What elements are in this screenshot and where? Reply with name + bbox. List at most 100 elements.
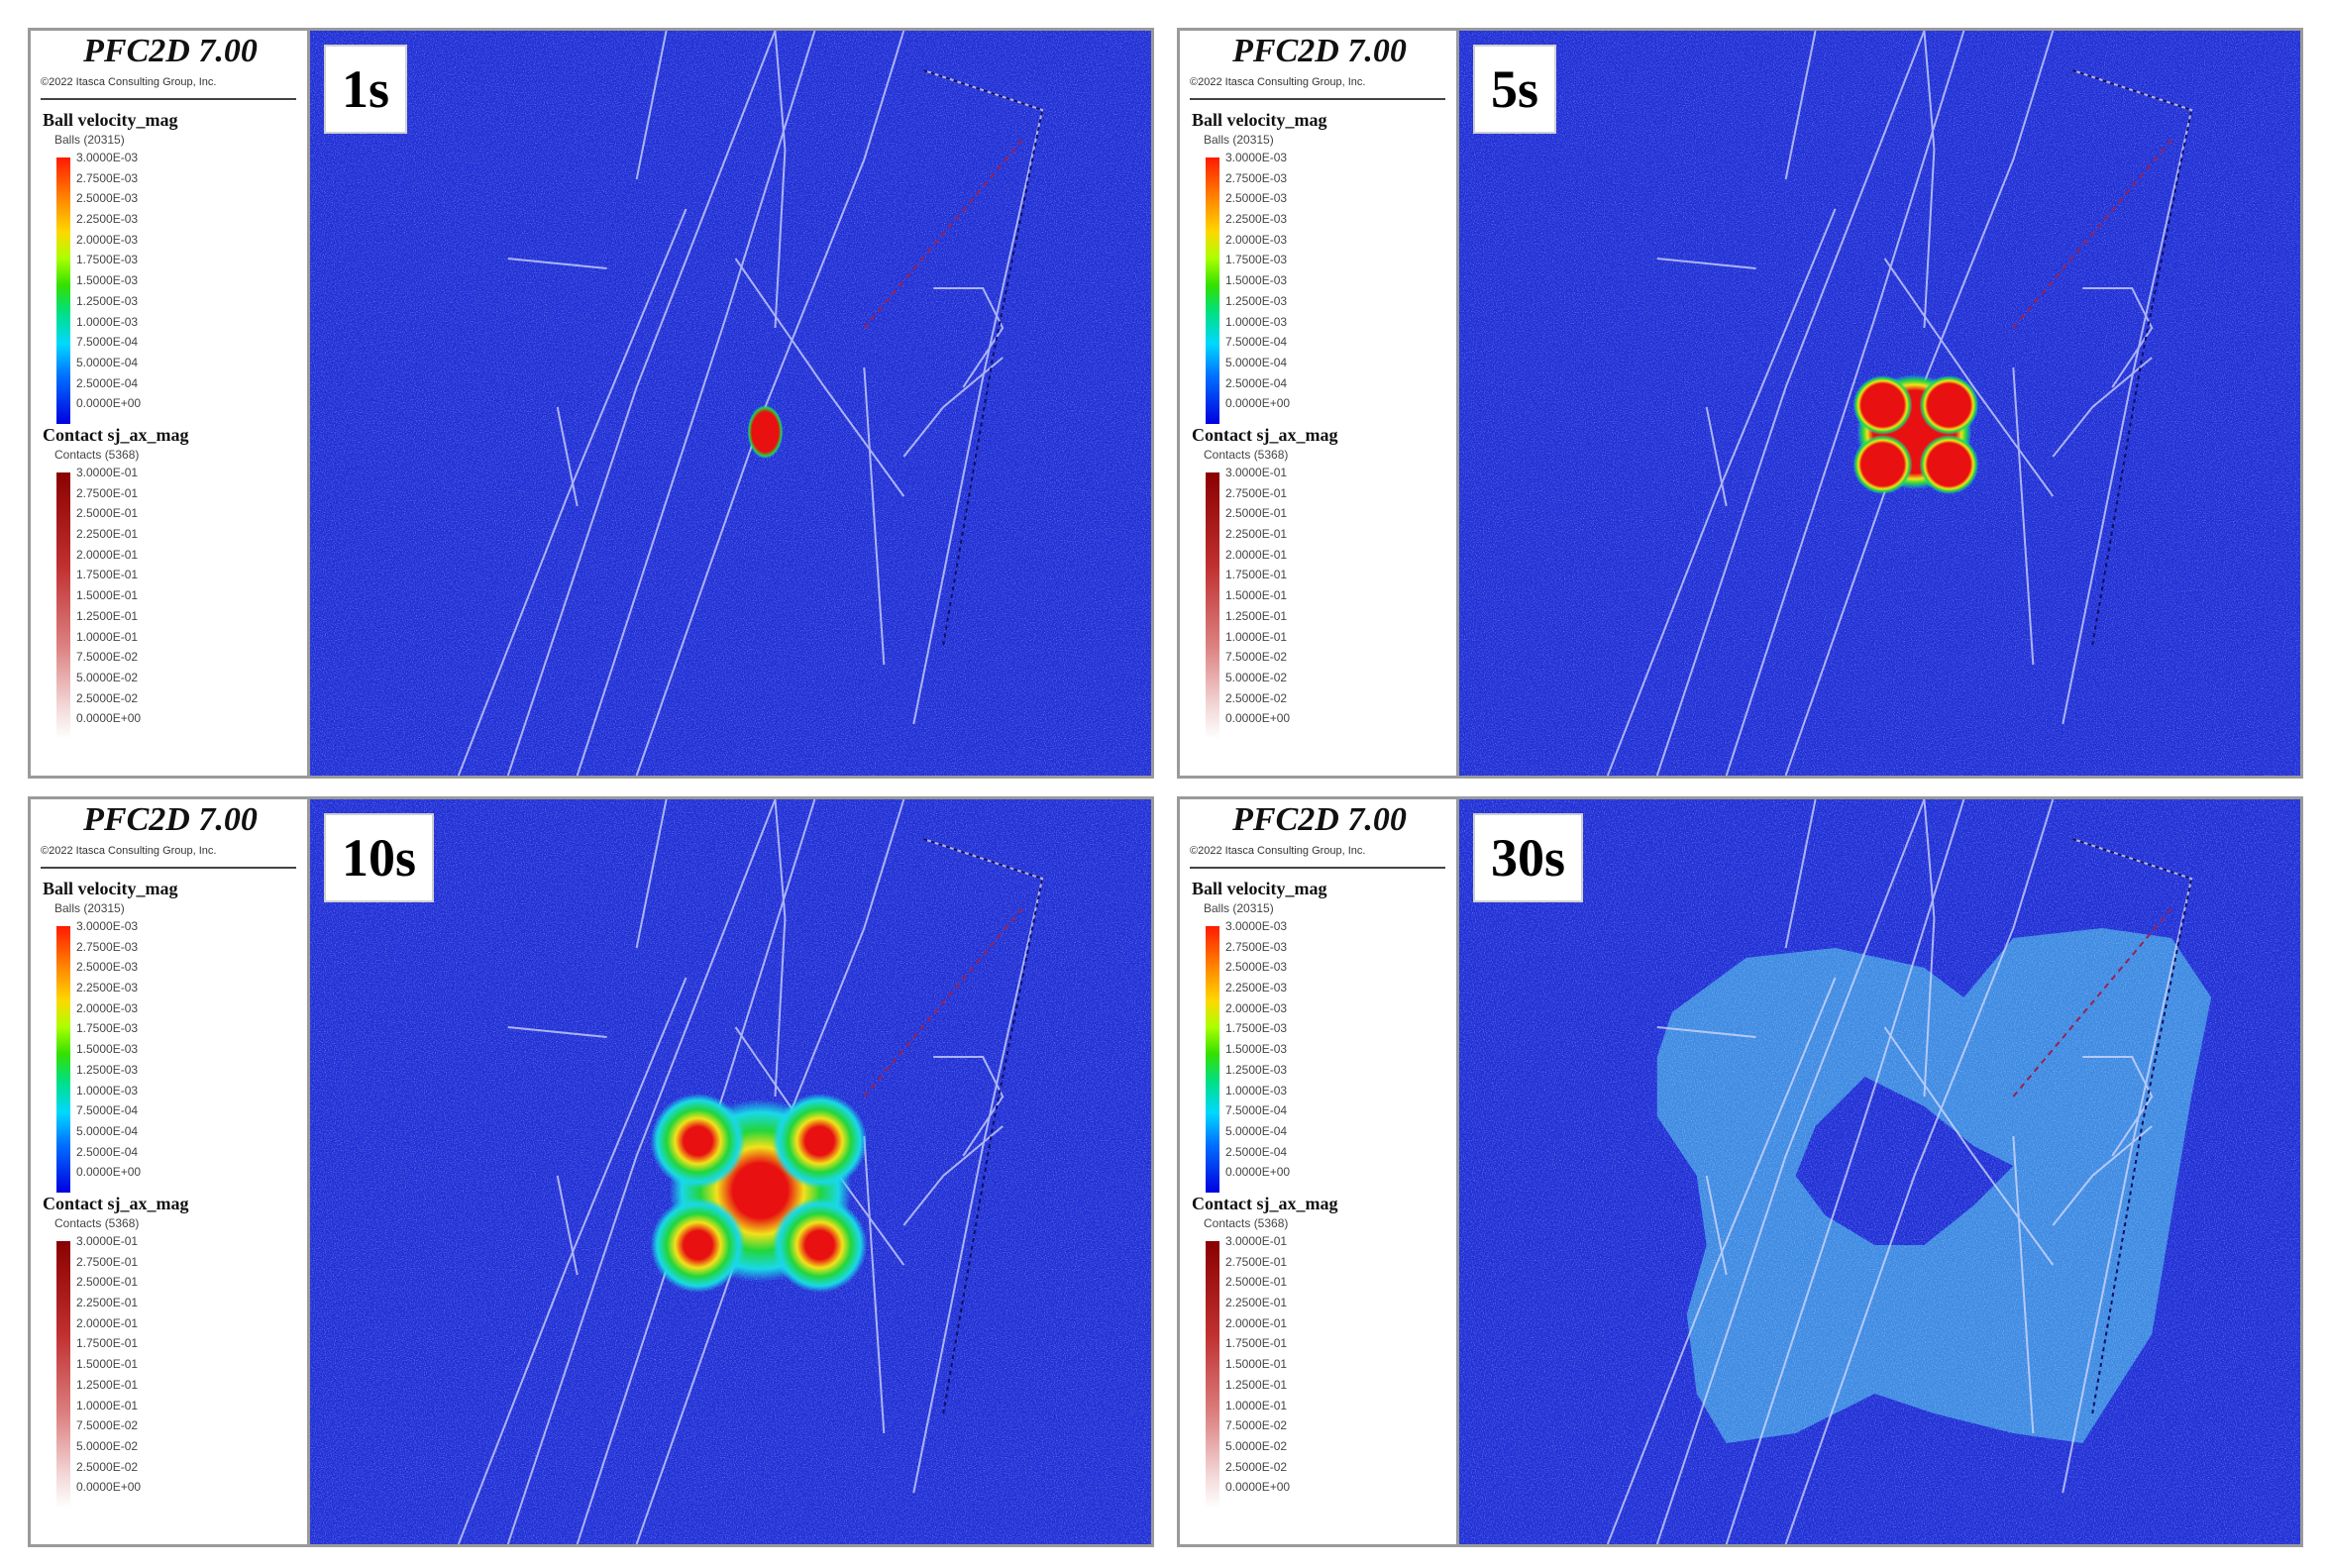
contact-tick: 3.0000E-01 [1225,1234,1288,1248]
contact-tick: 1.2500E-01 [76,608,139,623]
contact-tick: 1.2500E-01 [1225,608,1288,623]
contact-tick: 7.5000E-02 [1225,1418,1288,1433]
contact-tick: 1.7500E-01 [76,568,139,582]
ball-tick: 2.7500E-03 [1225,939,1288,954]
time-label: 10s [324,813,435,902]
ball-tick: 2.5000E-03 [76,191,139,206]
contact-tick: 3.0000E-01 [76,466,139,479]
app-title: PFC2D 7.00 [1232,801,1407,838]
contact-tick: 3.0000E-01 [1225,466,1288,479]
ball-tick: 2.0000E-03 [1225,232,1288,247]
contact-tick: 7.5000E-02 [76,1418,139,1433]
contact-tick: 2.0000E-01 [76,547,139,562]
ball-tick: 2.5000E-04 [76,375,139,390]
contact-tick-list: 3.0000E-01 2.7500E-01 2.5000E-01 2.2500E… [76,1231,141,1498]
dark-joint [922,838,1044,1414]
contact-tick: 1.7500E-01 [1225,568,1288,582]
ball-legend-subtitle: Balls (20315) [1204,901,1274,915]
ball-tick: 1.7500E-03 [76,1021,139,1036]
particle-texture [1459,799,2300,1544]
red-joint [863,907,1023,1098]
time-label: 1s [324,45,408,134]
contact-legend-title: Contact sj_ax_mag [43,425,189,445]
contact-legend-subtitle: Contacts (5368) [54,1216,140,1230]
contact-tick: 2.0000E-01 [1225,547,1288,562]
contact-tick: 2.5000E-02 [1225,1459,1288,1474]
ball-tick: 1.0000E-03 [1225,314,1288,329]
ball-tick: 7.5000E-04 [1225,1103,1288,1118]
ball-legend-subtitle: Balls (20315) [54,901,125,915]
contact-tick: 1.0000E-01 [76,629,139,644]
ball-tick: 7.5000E-04 [76,1103,139,1118]
contact-tick: 2.5000E-01 [76,506,139,521]
ball-tick: 1.2500E-03 [76,1062,139,1077]
copyright: ©2022 Itasca Consulting Group, Inc. [41,76,217,88]
ball-tick: 3.0000E-03 [76,919,139,933]
ball-tick: 1.5000E-03 [76,273,139,288]
contact-tick: 2.2500E-01 [76,527,139,542]
ball-tick: 2.2500E-03 [76,212,139,227]
ball-tick: 2.5000E-03 [76,960,139,975]
plot-svg [1459,31,2300,776]
contact-tick: 1.7500E-01 [1225,1336,1288,1351]
contact-tick: 1.5000E-01 [76,1357,139,1372]
plot-svg [310,31,1151,776]
copyright: ©2022 Itasca Consulting Group, Inc. [1190,76,1366,88]
ball-tick: 2.5000E-03 [1225,191,1288,206]
ball-tick: 1.5000E-03 [1225,1042,1288,1057]
ball-tick-list: 3.0000E-03 2.7500E-03 2.5000E-03 2.2500E… [1225,916,1290,1183]
ball-tick: 1.2500E-03 [1225,1062,1288,1077]
ball-tick-list: 3.0000E-03 2.7500E-03 2.5000E-03 2.2500E… [1225,148,1290,414]
ball-tick: 7.5000E-04 [1225,335,1288,350]
ball-tick: 2.0000E-03 [76,232,139,247]
contact-tick-list: 3.0000E-01 2.7500E-01 2.5000E-01 2.2500E… [1225,1231,1290,1498]
contact-tick-list: 3.0000E-01 2.7500E-01 2.5000E-01 2.2500E… [76,463,141,729]
contact-legend-subtitle: Contacts (5368) [1204,1216,1289,1230]
ball-legend-title: Ball velocity_mag [43,879,178,898]
copyright: ©2022 Itasca Consulting Group, Inc. [1190,845,1366,857]
contact-tick: 3.0000E-01 [76,1234,139,1248]
red-joint [2012,139,2172,329]
contact-tick: 1.5000E-01 [1225,1357,1288,1372]
ball-tick: 7.5000E-04 [76,335,139,350]
simulation-panel-5s: PFC2D 7.00 ©2022 Itasca Consulting Group… [1177,28,2303,779]
velocity-hotspot [747,405,784,459]
contact-tick: 1.5000E-01 [1225,588,1288,603]
ball-tick: 1.7500E-03 [1225,253,1288,267]
plot-svg [310,799,1151,1544]
contact-tick: 2.5000E-02 [76,1459,139,1474]
simulation-panel-1s: PFC2D 7.00 ©2022 Itasca Consulting Group… [28,28,1154,779]
contact-legend-title: Contact sj_ax_mag [1192,1194,1338,1213]
ball-tick-list: 3.0000E-03 2.7500E-03 2.5000E-03 2.2500E… [76,916,141,1183]
contact-tick: 1.0000E-01 [76,1398,139,1412]
particle-plot [310,799,1151,1544]
ball-tick: 0.0000E+00 [1225,1165,1291,1180]
contact-tick: 2.2500E-01 [76,1296,139,1310]
divider [41,98,296,100]
fracture-network [1606,799,2193,1544]
ball-tick: 1.7500E-03 [1225,1021,1288,1036]
legend: PFC2D 7.00 ©2022 Itasca Consulting Group… [31,31,310,776]
ball-tick: 3.0000E-03 [1225,151,1288,164]
contact-tick: 0.0000E+00 [1225,1480,1291,1495]
ball-tick: 0.0000E+00 [76,396,142,411]
contact-tick: 2.0000E-01 [76,1315,139,1330]
red-joint [863,139,1023,329]
fracture-network [1606,31,2193,776]
dark-joint [2071,838,2193,1414]
time-label: 30s [1473,813,1584,902]
time-label: 5s [1473,45,1557,134]
particle-plot [1459,31,2300,776]
plot-svg [1459,799,2300,1544]
simulation-panel-10s: PFC2D 7.00 ©2022 Itasca Consulting Group… [28,796,1154,1547]
contact-tick: 7.5000E-02 [76,650,139,665]
contact-tick: 1.5000E-01 [76,588,139,603]
app-title: PFC2D 7.00 [83,33,258,69]
ball-tick: 2.7500E-03 [1225,170,1288,185]
ball-tick: 2.2500E-03 [76,981,139,995]
contact-legend-subtitle: Contacts (5368) [54,448,140,462]
contact-colorbar [56,472,70,739]
ball-tick: 1.2500E-03 [76,293,139,308]
ball-tick: 2.7500E-03 [76,170,139,185]
ball-tick-list: 3.0000E-03 2.7500E-03 2.5000E-03 2.2500E… [76,148,141,414]
